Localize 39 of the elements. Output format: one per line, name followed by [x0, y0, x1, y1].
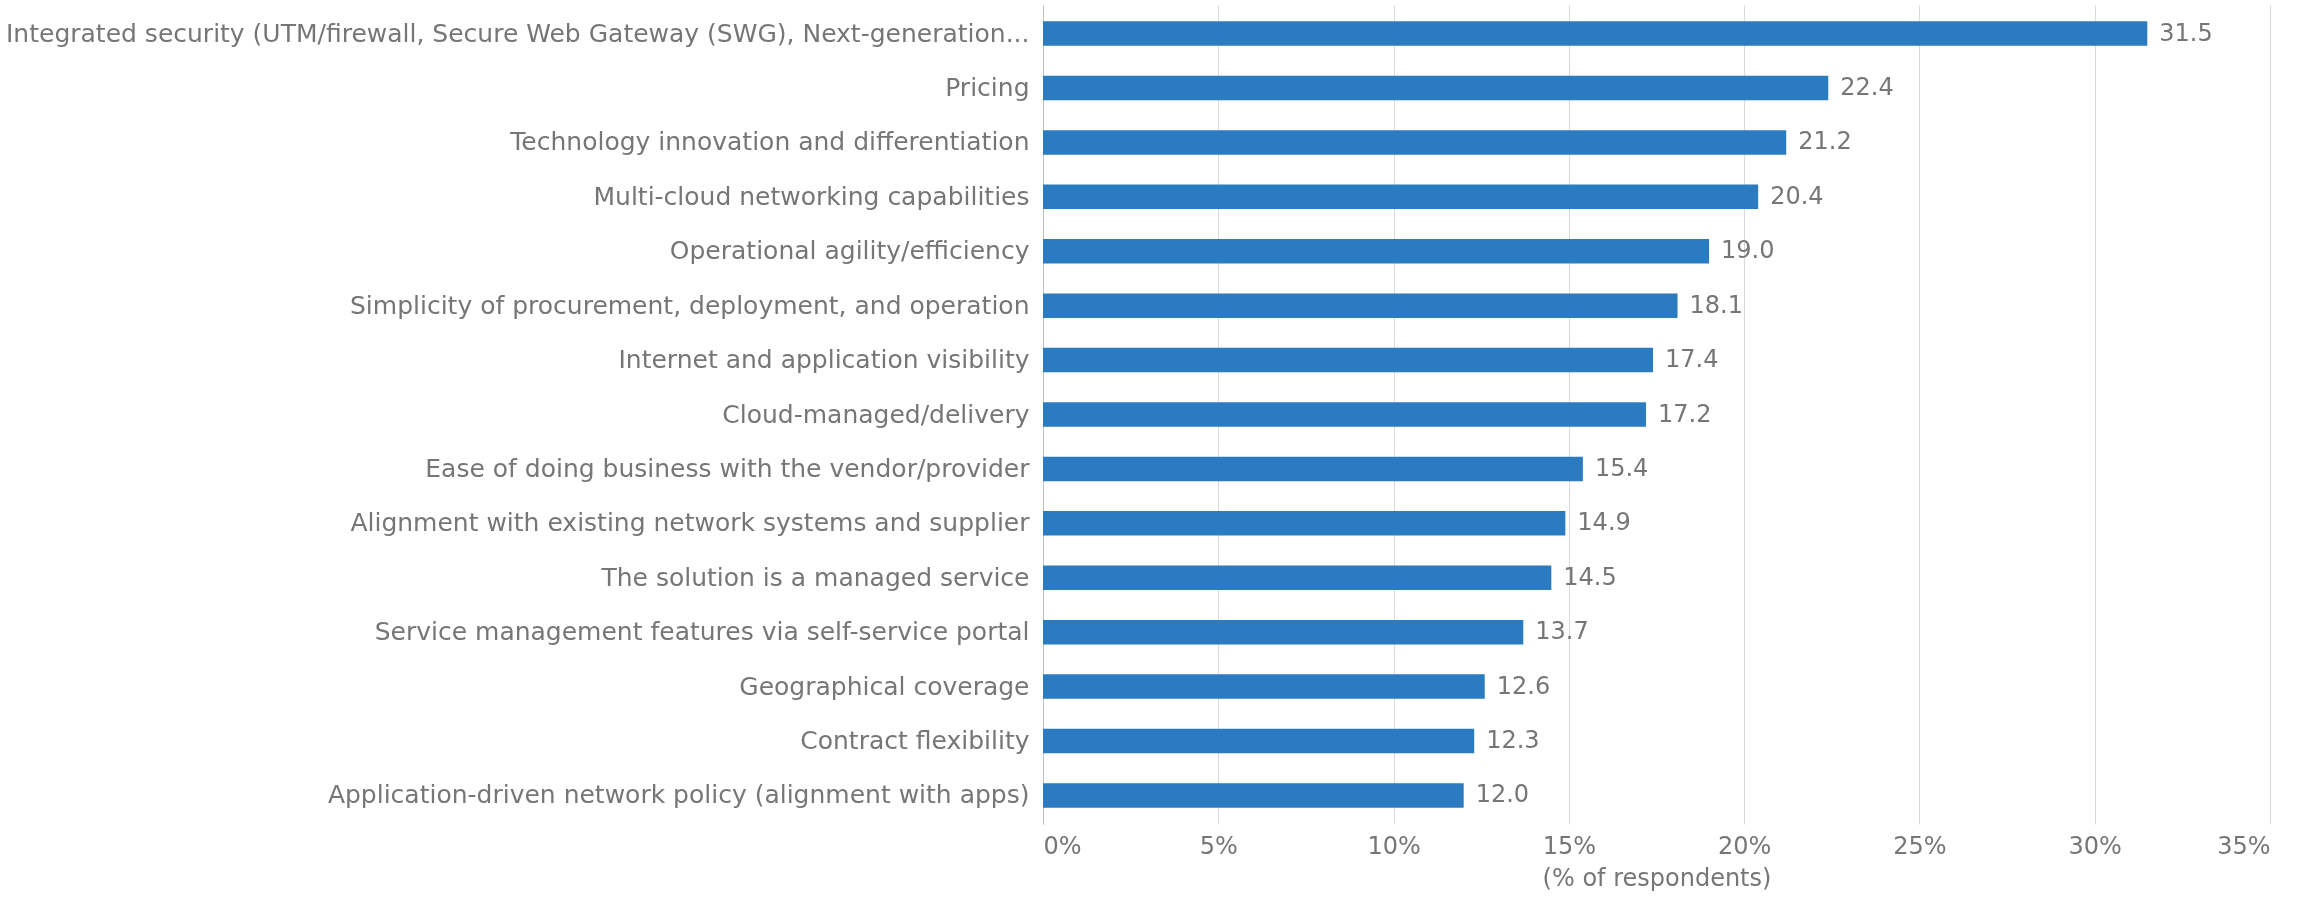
data-label: 14.5	[1563, 562, 1617, 591]
y-tick-label: Cloud-managed/delivery	[722, 399, 1030, 429]
x-tick-label: 10%	[1367, 831, 1421, 860]
x-tick-label: 0%	[1043, 831, 1082, 860]
y-tick-label: Service management features via self-service portal	[374, 617, 1030, 647]
data-label: 18.1	[1689, 290, 1743, 319]
y-tick-label: The solution is a managed service	[600, 562, 1030, 592]
x-axis-title: (% of respondents)	[1542, 863, 1772, 892]
y-tick-label: Operational agility/efficiency	[669, 236, 1030, 266]
y-tick-label: Multi-cloud networking capabilities	[593, 181, 1030, 211]
y-tick-label: Alignment with existing network systems and supplier	[350, 508, 1031, 538]
data-label: 13.7	[1535, 617, 1589, 646]
y-tick-label: Integrated security (UTM/firewall, Secure Web Gateway (SWG), Next-generation...	[5, 18, 1030, 48]
data-label: 31.5	[2159, 18, 2213, 47]
x-tick-label: 15%	[1542, 831, 1597, 860]
y-tick-label: Simplicity of procurement, deployment, and operation	[349, 290, 1030, 320]
data-label: 12.0	[1475, 780, 1530, 809]
data-label: 14.9	[1577, 508, 1631, 537]
x-tick-label: 25%	[1893, 831, 1947, 860]
x-tick-label: 5%	[1199, 831, 1238, 860]
data-label: 21.2	[1798, 127, 1852, 156]
y-tick-label: Technology innovation and differentiation	[509, 127, 1030, 157]
data-label: 15.4	[1594, 453, 1649, 482]
y-tick-label: Contract flexibility	[800, 726, 1030, 756]
data-label: 12.6	[1496, 671, 1551, 700]
x-tick-label: 30%	[2068, 831, 2122, 860]
data-label: 19.0	[1721, 236, 1775, 265]
x-tick-label: 35%	[2217, 831, 2271, 860]
y-tick-label: Geographical coverage	[739, 671, 1030, 701]
y-tick-label: Ease of doing business with the vendor/provider	[425, 453, 1031, 483]
x-tick-label: 20%	[1717, 831, 1772, 860]
y-tick-label: Pricing	[945, 72, 1030, 102]
data-label: 20.4	[1770, 181, 1824, 210]
data-label: 17.4	[1664, 345, 1719, 374]
data-label: 22.4	[1840, 72, 1894, 101]
y-tick-label: Application-driven network policy (alignment with apps)	[327, 780, 1030, 810]
data-label: 12.3	[1486, 726, 1540, 755]
y-tick-label: Internet and application visibility	[618, 345, 1030, 375]
data-label: 17.2	[1657, 399, 1712, 428]
